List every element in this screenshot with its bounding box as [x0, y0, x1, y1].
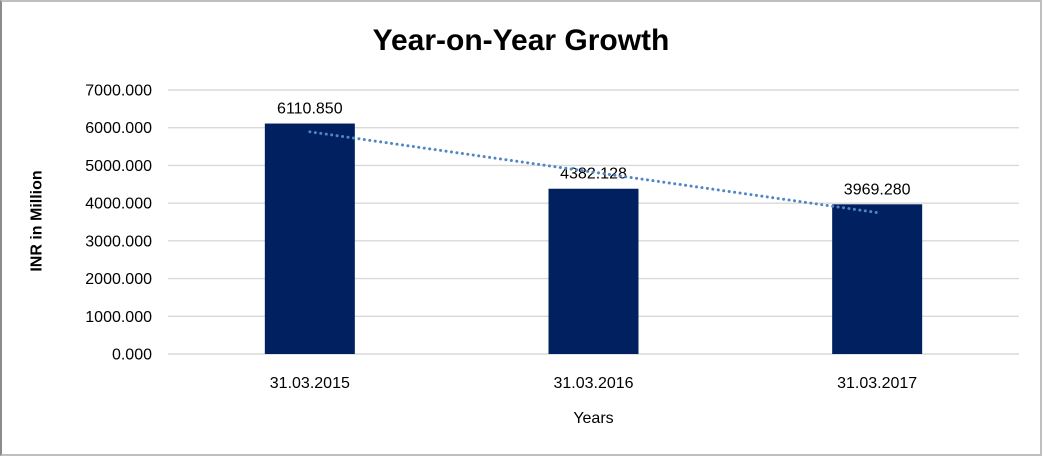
y-tick-label: 3000.000: [85, 233, 152, 250]
x-category-label: 31.03.2017: [837, 375, 917, 392]
bar: [264, 123, 355, 354]
x-axis-title: Years: [573, 410, 614, 427]
bar: [832, 204, 923, 354]
x-category-label: 31.03.2015: [270, 375, 350, 392]
bar-data-label: 3969.280: [844, 181, 911, 198]
bar-data-label: 6110.850: [277, 101, 343, 118]
y-tick-label: 5000.000: [85, 158, 152, 175]
trendline: [308, 130, 879, 215]
y-tick-label: 1000.000: [85, 309, 152, 326]
y-tick-label: 2000.000: [85, 271, 152, 288]
y-tick-label: 7000.000: [85, 83, 152, 100]
y-tick-label: 0.000: [112, 347, 152, 364]
chart-title: Year-on-Year Growth: [372, 24, 670, 57]
y-tick-label: 6000.000: [85, 120, 152, 137]
x-category-label: 31.03.2016: [553, 375, 633, 392]
bar: [548, 188, 639, 354]
y-tick-label: 4000.000: [85, 196, 152, 213]
